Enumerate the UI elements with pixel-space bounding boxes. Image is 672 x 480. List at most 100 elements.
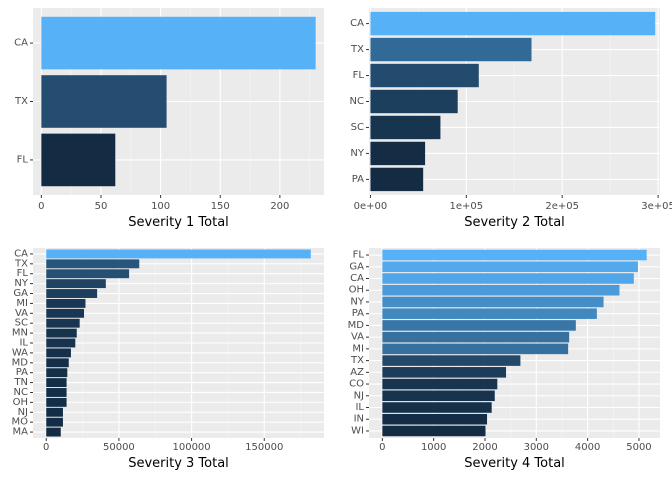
- y-tick-label: MA: [13, 427, 29, 438]
- y-tick-label: WI: [351, 425, 364, 436]
- y-tick-label: MN: [12, 328, 28, 339]
- bar-ca: [41, 16, 316, 70]
- bar-md: [46, 358, 69, 368]
- x-tick-label: 0: [38, 201, 44, 212]
- y-tick-label: OH: [349, 285, 364, 296]
- y-tick-label: WA: [12, 347, 28, 358]
- y-tick-label: NY: [350, 296, 364, 307]
- x-tick-label: 1e+05: [450, 201, 484, 212]
- x-tick-label: 0: [43, 442, 49, 453]
- bar-tx: [41, 75, 167, 128]
- bar-va: [46, 308, 85, 318]
- bar-tx: [382, 355, 521, 366]
- bar-ca: [382, 273, 634, 284]
- y-tick-label: VA: [351, 332, 364, 343]
- x-tick-label: 4000: [575, 442, 600, 453]
- y-tick-label: MI: [352, 343, 364, 354]
- bar-tx: [46, 259, 140, 269]
- y-tick-label: CA: [350, 273, 364, 284]
- bar-ga: [46, 289, 98, 298]
- bar-in: [382, 413, 488, 425]
- y-tick-label: NC: [14, 387, 28, 398]
- y-tick-label: TX: [14, 258, 28, 269]
- y-tick-label: CA: [14, 38, 28, 49]
- x-tick-label: 150: [211, 201, 230, 212]
- x-tick-label: 0: [379, 442, 385, 453]
- y-tick-label: GA: [13, 288, 28, 299]
- x-tick-label: 2000: [472, 442, 497, 453]
- y-tick-label: SC: [351, 122, 364, 133]
- x-tick-label: 2e+05: [545, 201, 579, 212]
- x-tick-label: 50000: [103, 442, 135, 453]
- y-tick-label: MI: [16, 298, 28, 309]
- y-tick-label: PA: [16, 367, 28, 378]
- bar-nj: [46, 407, 63, 417]
- x-tick-label: 100: [151, 201, 170, 212]
- bar-fl: [382, 249, 647, 261]
- x-axis-title: Severity 4 Total: [464, 456, 565, 471]
- y-tick-label: PA: [352, 308, 364, 319]
- y-tick-label: CA: [14, 248, 28, 259]
- bar-il: [46, 338, 76, 348]
- y-tick-label: NY: [350, 148, 364, 159]
- y-tick-label: VA: [15, 308, 28, 319]
- bar-tx: [370, 37, 532, 62]
- y-tick-label: CO: [349, 379, 364, 390]
- bar-fl: [370, 63, 479, 88]
- y-tick-label: IL: [19, 338, 28, 349]
- y-tick-label: OH: [13, 397, 28, 408]
- bar-mi: [382, 343, 569, 355]
- bar-oh: [382, 284, 620, 296]
- y-tick-label: CA: [350, 18, 364, 29]
- bar-md: [382, 320, 576, 331]
- y-tick-label: FL: [17, 268, 29, 279]
- bar-mo: [46, 417, 63, 427]
- y-tick-label: TX: [14, 96, 28, 107]
- bar-co: [382, 378, 498, 390]
- bar-pa: [382, 308, 597, 319]
- bar-sc: [46, 318, 80, 328]
- y-tick-label: NY: [14, 278, 28, 289]
- bar-il: [382, 402, 492, 413]
- bar-pa: [46, 368, 68, 378]
- y-tick-label: GA: [349, 261, 364, 272]
- bar-az: [382, 367, 507, 378]
- bar-fl: [41, 133, 116, 187]
- x-tick-label: 0e+00: [354, 201, 388, 212]
- y-tick-label: IN: [354, 414, 364, 425]
- bar-ma: [46, 427, 61, 437]
- bar-wi: [382, 425, 486, 437]
- bar-ny: [46, 279, 106, 289]
- y-tick-label: FL: [353, 70, 365, 81]
- bar-tn: [46, 378, 67, 388]
- bar-ny: [382, 296, 604, 308]
- bar-nc: [46, 388, 67, 397]
- x-tick-label: 3000: [524, 442, 549, 453]
- x-tick-label: 100000: [172, 442, 210, 453]
- bar-sc: [370, 115, 441, 140]
- x-axis-title: Severity 1 Total: [128, 215, 229, 230]
- chart-1: CA TX FL 0 50 100 150 200 Severity 1 Total: [14, 8, 324, 230]
- y-tick-label: NJ: [18, 407, 28, 418]
- bar-pa: [370, 167, 424, 192]
- bar-nc: [370, 89, 458, 114]
- x-axis-title: Severity 2 Total: [464, 215, 565, 230]
- y-tick-label: NJ: [354, 390, 364, 401]
- x-tick-label: 200: [270, 201, 289, 212]
- x-tick-label: 50: [95, 201, 108, 212]
- bar-ga: [382, 261, 638, 273]
- bar-nj: [382, 390, 495, 402]
- bar-ca: [370, 11, 656, 36]
- x-tick-label: 5000: [626, 442, 651, 453]
- y-tick-label: IL: [355, 402, 364, 413]
- x-axis-title: Severity 3 Total: [128, 456, 229, 471]
- y-tick-label: MD: [12, 357, 29, 368]
- chart-2: CA TX FL NC SC NY PA 0e+00 1e+05 2e+05 3e+05 Severi…: [350, 8, 672, 230]
- bar-ca: [46, 249, 311, 259]
- y-tick-label: FL: [353, 250, 365, 261]
- bar-oh: [46, 397, 67, 407]
- bar-ny: [370, 141, 426, 166]
